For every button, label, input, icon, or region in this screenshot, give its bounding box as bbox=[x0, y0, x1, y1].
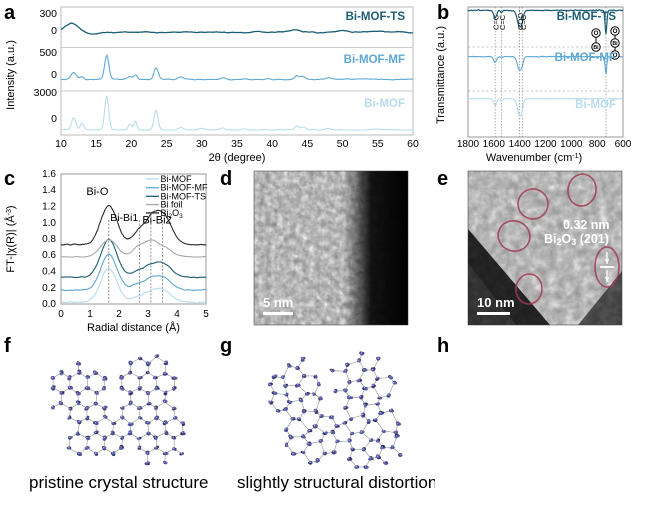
svg-text:30: 30 bbox=[196, 138, 208, 150]
svg-text:0: 0 bbox=[51, 25, 57, 37]
svg-text:0.2: 0.2 bbox=[42, 283, 56, 294]
svg-text:300: 300 bbox=[39, 8, 57, 20]
svg-text:1400: 1400 bbox=[509, 139, 532, 150]
svg-text:60: 60 bbox=[407, 138, 419, 150]
svg-text:O: O bbox=[613, 28, 618, 35]
svg-text:1.2: 1.2 bbox=[42, 202, 56, 213]
svg-text:Bi2O3 (201): Bi2O3 (201) bbox=[544, 232, 609, 247]
svg-text:pristine crystal structure: pristine crystal structure bbox=[29, 473, 209, 492]
svg-text:Bi: Bi bbox=[593, 45, 599, 51]
svg-text:1800: 1800 bbox=[457, 139, 480, 150]
svg-text:10: 10 bbox=[55, 138, 67, 150]
svg-text:0.0: 0.0 bbox=[42, 299, 56, 310]
svg-text:10 nm: 10 nm bbox=[477, 295, 515, 310]
svg-text:55: 55 bbox=[372, 138, 384, 150]
svg-text:Intensity (a.u.): Intensity (a.u.) bbox=[5, 40, 17, 110]
svg-text:1.4: 1.4 bbox=[42, 185, 56, 196]
svg-text:4: 4 bbox=[174, 309, 180, 320]
svg-text:5: 5 bbox=[203, 309, 209, 320]
svg-text:5 nm: 5 nm bbox=[263, 295, 293, 310]
svg-text:500: 500 bbox=[39, 47, 57, 59]
svg-text:0.8: 0.8 bbox=[42, 234, 56, 245]
svg-text:0: 0 bbox=[58, 309, 64, 320]
svg-text:25: 25 bbox=[161, 138, 173, 150]
svg-text:1.0: 1.0 bbox=[42, 218, 56, 229]
svg-text:FT-|χ(R)| (Å-3): FT-|χ(R)| (Å-3) bbox=[4, 205, 17, 272]
svg-text:1.6: 1.6 bbox=[42, 169, 56, 180]
svg-text:Transmittance (a.u.): Transmittance (a.u.) bbox=[435, 26, 447, 124]
svg-text:Wavenumber (cm-1): Wavenumber (cm-1) bbox=[486, 152, 582, 164]
svg-text:O: O bbox=[594, 30, 599, 37]
svg-text:Bi: Bi bbox=[612, 41, 618, 47]
svg-text:C=C: C=C bbox=[519, 14, 528, 30]
svg-text:600: 600 bbox=[615, 139, 632, 150]
svg-text:0.4: 0.4 bbox=[42, 267, 56, 278]
svg-text:Radial distance (Å): Radial distance (Å) bbox=[87, 321, 180, 334]
svg-text:3000: 3000 bbox=[34, 87, 58, 99]
svg-text:1600: 1600 bbox=[483, 139, 506, 150]
svg-text:40: 40 bbox=[266, 138, 278, 150]
svg-text:45: 45 bbox=[302, 138, 314, 150]
svg-text:Bi-MOF: Bi-MOF bbox=[575, 99, 616, 111]
svg-text:C=C: C=C bbox=[498, 14, 507, 30]
svg-text:slightly structural distortion: slightly structural distortion bbox=[237, 473, 435, 492]
svg-text:2: 2 bbox=[116, 309, 122, 320]
svg-text:2θ (degree): 2θ (degree) bbox=[209, 152, 266, 164]
svg-text:35: 35 bbox=[231, 138, 243, 150]
svg-text:Bi-MOF: Bi-MOF bbox=[364, 98, 405, 110]
svg-text:800: 800 bbox=[589, 139, 606, 150]
svg-text:3: 3 bbox=[145, 309, 151, 320]
svg-text:Bi-MOF-MF: Bi-MOF-MF bbox=[344, 54, 405, 66]
svg-text:1200: 1200 bbox=[534, 139, 557, 150]
svg-text:0.6: 0.6 bbox=[42, 250, 56, 261]
svg-text:Bi-Bi1: Bi-Bi1 bbox=[110, 212, 138, 224]
svg-text:Bi-O: Bi-O bbox=[86, 186, 108, 198]
svg-text:0: 0 bbox=[51, 113, 57, 125]
svg-text:Bi-MOF-TS: Bi-MOF-TS bbox=[346, 11, 406, 23]
svg-text:50: 50 bbox=[337, 138, 349, 150]
svg-text:15: 15 bbox=[90, 138, 102, 150]
svg-text:1000: 1000 bbox=[560, 139, 583, 150]
svg-text:Bi-MOF-MF: Bi-MOF-MF bbox=[555, 52, 616, 64]
svg-text:0: 0 bbox=[51, 69, 57, 81]
svg-text:1: 1 bbox=[87, 309, 93, 320]
svg-text:0.32 nm: 0.32 nm bbox=[563, 218, 610, 232]
svg-text:Bi-MOF-TS: Bi-MOF-TS bbox=[557, 11, 617, 23]
svg-text:20: 20 bbox=[126, 138, 138, 150]
